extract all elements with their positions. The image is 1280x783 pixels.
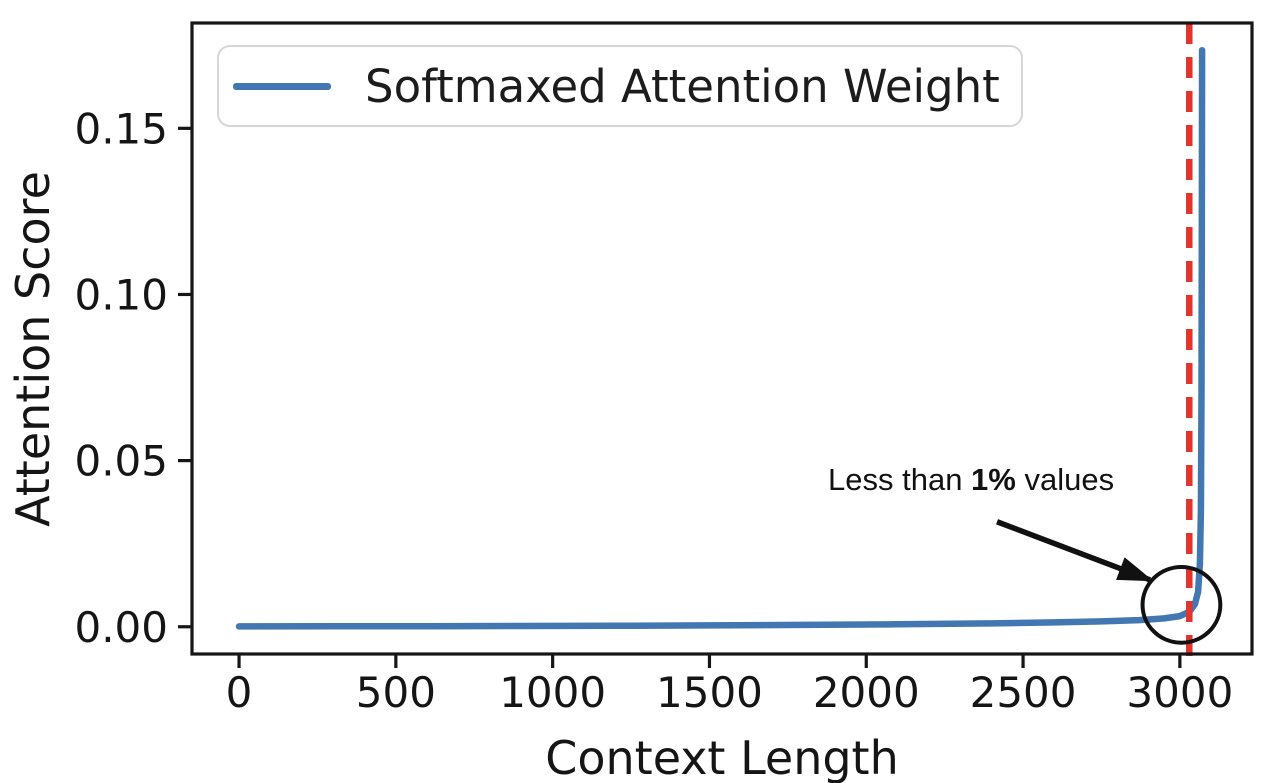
annotation-prefix: Less than	[828, 462, 972, 497]
plot-frame	[190, 21, 1254, 656]
y-tick-label: 0.15	[74, 104, 168, 153]
annotation-arrow	[996, 519, 1154, 583]
x-axis-title: Context Length	[545, 731, 899, 783]
x-tick-label: 500	[356, 668, 436, 717]
y-tick-label: 0.05	[74, 437, 168, 486]
x-tick-label: 3000	[1126, 668, 1233, 717]
x-tick-label: 2500	[970, 668, 1077, 717]
legend: Softmaxed Attention Weight	[217, 45, 1023, 127]
legend-label: Softmaxed Attention Weight	[365, 59, 1000, 113]
y-tick-label: 0.10	[74, 270, 168, 319]
y-tick-label: 0.00	[74, 603, 168, 652]
annotation-suffix: values	[1015, 462, 1115, 497]
attention-weight-line	[235, 46, 1206, 630]
annotation-bold: 1%	[971, 462, 1016, 497]
legend-line-sample-icon	[233, 82, 331, 90]
annotation-circle	[1140, 564, 1223, 645]
x-tick-label: 1500	[656, 668, 763, 717]
annotation-less-than-1pct: Less than 1% values	[828, 462, 1114, 498]
x-tick-label: 2000	[813, 668, 920, 717]
x-tick-label: 0	[226, 668, 253, 717]
y-axis-title: Attention Score	[6, 171, 60, 527]
x-tick-label: 1000	[499, 668, 606, 717]
